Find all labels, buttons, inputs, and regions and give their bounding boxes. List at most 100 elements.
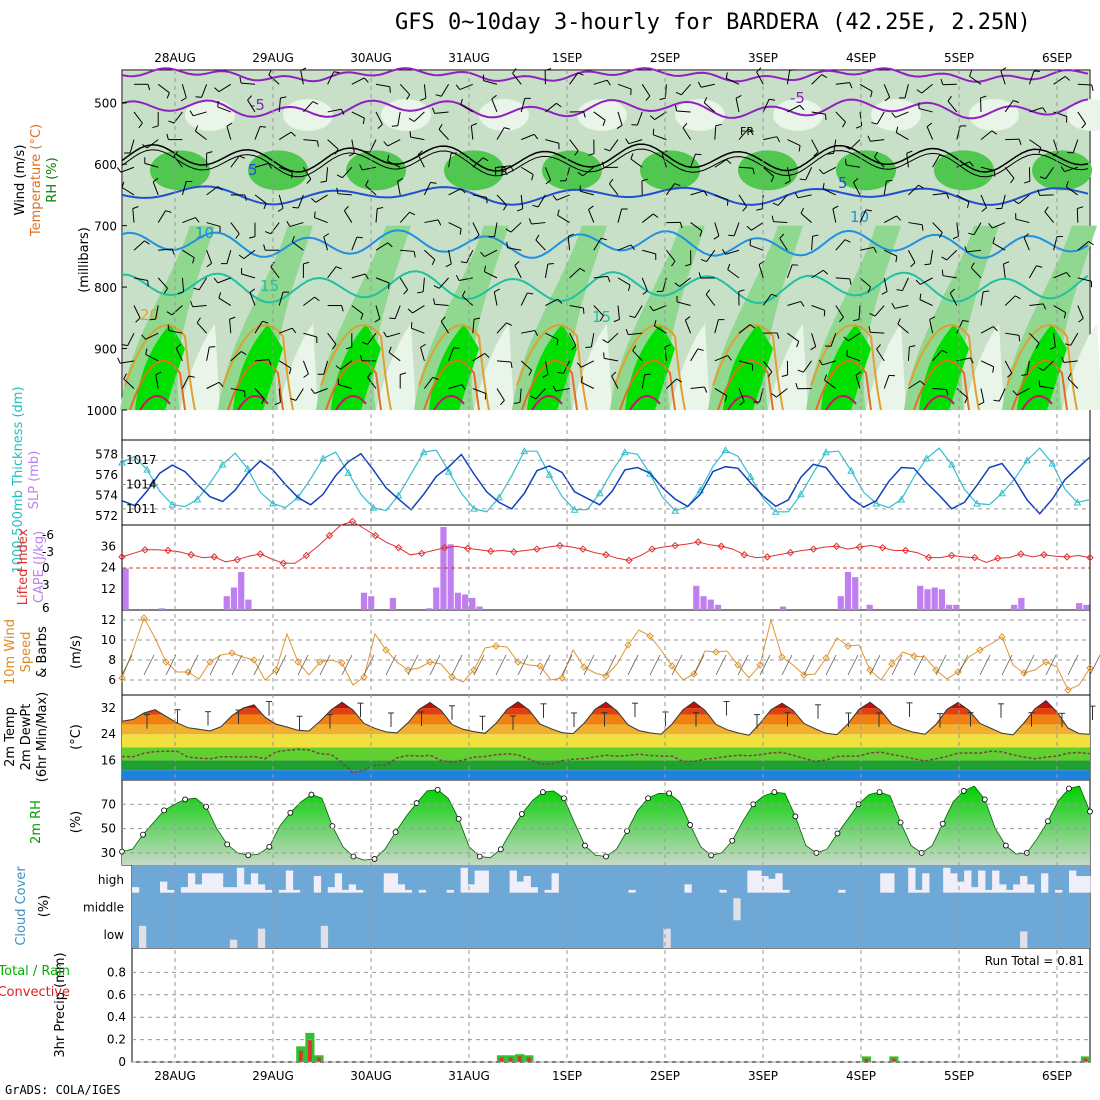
wind-barb — [491, 98, 498, 113]
wind-barb — [254, 321, 263, 334]
wind-barb — [422, 277, 425, 292]
precip-conv-bar — [1083, 1058, 1088, 1062]
precip-tick: 0.4 — [107, 1010, 126, 1024]
panel-label: (°C) — [69, 724, 84, 750]
contour-20 — [222, 324, 294, 411]
wind-barb-flag — [813, 151, 819, 157]
wind-barb-flag — [705, 289, 711, 295]
temp-line — [121, 699, 1091, 736]
wind-barb-flag — [827, 152, 834, 155]
thickness-line-marker — [947, 460, 956, 468]
wind-barb-flag — [333, 71, 340, 74]
cape-bar — [230, 587, 238, 610]
wind-barb-flag — [842, 121, 846, 128]
wind-barb — [206, 381, 220, 389]
wind-barb-flag — [1013, 199, 1019, 205]
wind-barb — [472, 194, 487, 198]
precip-conv-bar — [517, 1056, 522, 1062]
wind-barb-flag — [506, 322, 512, 326]
wind-barb-flag — [547, 263, 554, 265]
rh-line-marker — [371, 856, 378, 862]
date-label-bottom: 30AUG — [350, 1069, 392, 1083]
wind-barb — [883, 181, 887, 195]
wind-barb — [725, 249, 740, 255]
rh-dry — [670, 323, 710, 410]
wind-barb-flag — [431, 259, 436, 266]
cloud-clear-low — [320, 925, 329, 948]
temp-band — [122, 714, 1090, 725]
wind-barb-flag — [921, 224, 924, 231]
wind-barb-flag — [684, 263, 691, 267]
wind-barb-flag — [910, 262, 916, 268]
wind-barb-flag — [799, 105, 805, 111]
wind-barb — [617, 83, 632, 90]
date-label-bottom: 4SEP — [846, 1069, 876, 1083]
wind-barb-flag — [290, 398, 297, 401]
wind-speed-line-marker — [514, 658, 522, 666]
contour-30 — [727, 395, 759, 411]
wind-barb-flag — [966, 201, 970, 208]
wind-barb — [1044, 211, 1054, 223]
wind-barb-flag — [844, 145, 851, 150]
wind-speed-line — [121, 616, 1091, 691]
wind-barb-flag — [249, 236, 256, 239]
wind-barb — [920, 277, 933, 285]
wind-barb — [145, 332, 159, 340]
wind-barb-flag — [155, 371, 162, 376]
wind-barb — [289, 222, 304, 227]
wind-barb-flag — [116, 167, 122, 173]
surface-wind-barb — [275, 654, 287, 676]
wind-barb-flag — [583, 111, 586, 118]
wind-barb — [314, 388, 328, 394]
wind-barb-flag — [459, 228, 462, 235]
wind-barb-flag — [630, 244, 636, 251]
wind-barb — [855, 374, 861, 389]
rh-plume — [1002, 225, 1097, 410]
wind-barb-flag — [460, 261, 467, 264]
cape-bar — [924, 589, 931, 610]
contour-20 — [1006, 324, 1078, 411]
wind-barb-flag — [533, 134, 539, 140]
wind-barb-flag — [796, 341, 800, 348]
precip-panel — [296, 1032, 1090, 1062]
wind-barb-flag — [644, 373, 651, 376]
contour-freezing — [121, 143, 1089, 173]
temp-tick: 16 — [101, 753, 116, 767]
wind-barb — [145, 354, 159, 362]
cloud-clear-high — [383, 873, 392, 893]
surface-wind-barb — [715, 654, 727, 676]
li-line-marker — [417, 549, 426, 558]
wind-barb — [580, 190, 594, 196]
wind-barb — [278, 360, 292, 369]
wind-barb-flag — [336, 174, 343, 179]
rh-plume — [806, 225, 901, 410]
wind-barb-flag — [993, 399, 1000, 402]
li-line-marker — [648, 545, 656, 553]
wind-barb-flag — [588, 205, 594, 210]
wind-barb-flag — [365, 179, 369, 186]
wind-barb-flag — [268, 163, 273, 169]
wind-barb — [375, 111, 383, 125]
cloud-clear-low — [138, 925, 147, 948]
wind-barb — [399, 277, 409, 291]
wind-barb — [569, 139, 579, 151]
wind-barb-flag — [992, 326, 998, 332]
wind-barb — [218, 83, 232, 93]
rh-core — [331, 323, 381, 410]
pressure-tick: 700 — [94, 220, 117, 234]
rh-dry — [964, 323, 1004, 410]
wind-barb-flag — [506, 241, 508, 248]
wind-barb-flag — [437, 219, 442, 226]
wind-barb-flag — [310, 197, 317, 203]
contour-30 — [531, 395, 563, 411]
wind-barb — [459, 83, 473, 90]
thickness-line-marker — [646, 469, 654, 477]
wind-barb-flag — [919, 380, 925, 386]
wind-barb-flag — [577, 72, 584, 76]
cloud-clear-high — [187, 873, 196, 893]
wind-barb-flag — [166, 311, 173, 316]
wind-barb-flag — [881, 291, 888, 295]
wind-barb-flag — [940, 78, 944, 85]
li-line-marker — [878, 543, 887, 552]
wind-barb-flag — [929, 316, 936, 320]
